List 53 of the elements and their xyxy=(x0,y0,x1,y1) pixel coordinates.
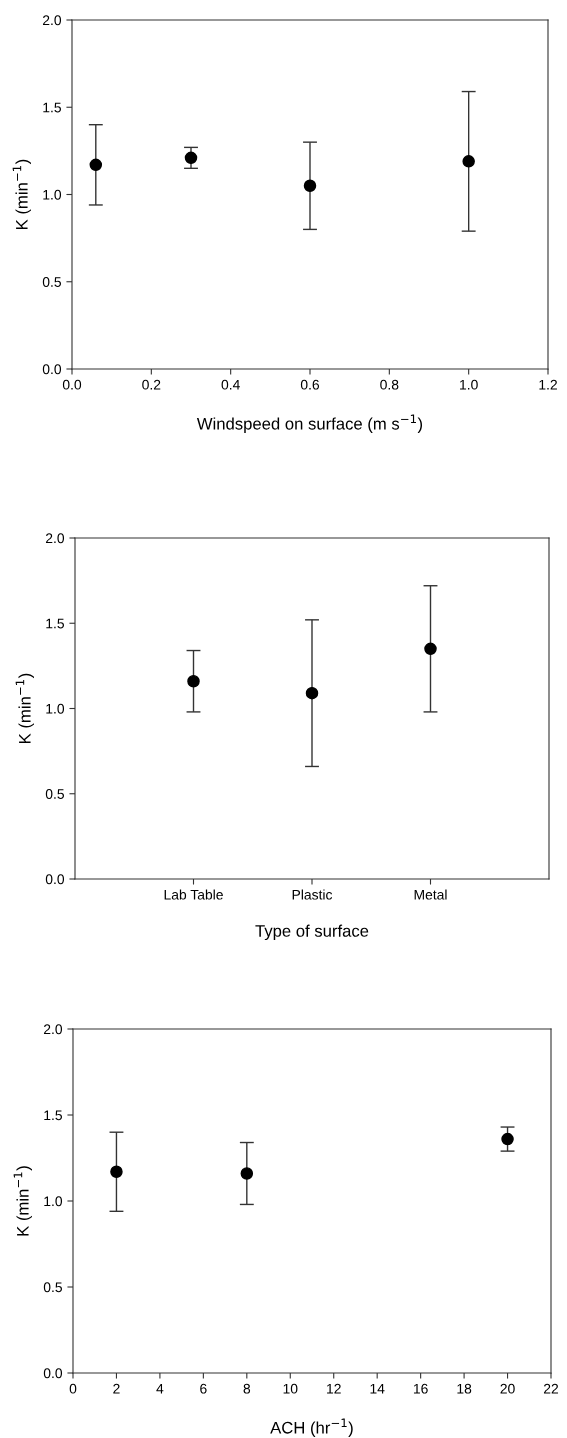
point xyxy=(240,1167,254,1180)
x-tick-label: 18 xyxy=(457,1383,472,1394)
x-tick-label: 0.2 xyxy=(142,379,161,390)
x-tick-label: Plastic xyxy=(292,889,333,900)
x-tick-label: 20 xyxy=(500,1383,515,1394)
point xyxy=(462,155,475,168)
x-tick-label: 4 xyxy=(156,1383,164,1394)
y-tick-label: 2.0 xyxy=(42,15,62,26)
x-tick-label: 0.6 xyxy=(300,379,320,390)
y-tick-label: 1.0 xyxy=(43,189,62,200)
y-tick-label: 0.5 xyxy=(45,789,64,799)
x-tick-label: 6 xyxy=(200,1383,207,1394)
x-tick-label: 12 xyxy=(327,1383,341,1394)
y-tick-label: 1.5 xyxy=(43,102,61,113)
point xyxy=(424,642,437,656)
y-axis-title: K (min$^{−1}$) xyxy=(13,1166,32,1236)
y-tick-label: 0.0 xyxy=(45,874,65,885)
point xyxy=(110,1165,123,1179)
y-tick-label: 0.5 xyxy=(43,1282,62,1293)
point xyxy=(303,179,317,193)
point xyxy=(305,686,319,700)
x-axis-title: Type of surface xyxy=(255,924,369,941)
x-tick-label: 14 xyxy=(370,1383,385,1394)
y-tick-label: 0.0 xyxy=(42,364,62,375)
y-tick-label: 2.0 xyxy=(43,1024,63,1035)
y-tick-label: 2.0 xyxy=(45,533,65,544)
point xyxy=(187,674,200,688)
x-axis-title: ACH (hr$^{−1}$) xyxy=(270,1418,353,1437)
x-tick-label: 10 xyxy=(283,1383,298,1394)
point xyxy=(89,158,103,172)
y-axis-title: K (min$^{−1}$) xyxy=(15,673,34,743)
x-tick-label: 0.0 xyxy=(62,379,82,390)
point xyxy=(184,151,198,165)
x-tick-label: 0.4 xyxy=(221,379,240,390)
y-tick-label: 0.5 xyxy=(42,277,61,287)
x-tick-label: 0.8 xyxy=(380,379,399,390)
y-tick-label: 1.5 xyxy=(44,1110,62,1121)
y-tick-label: 1.5 xyxy=(46,618,64,629)
x-tick-label: 0 xyxy=(69,1383,77,1394)
point xyxy=(501,1132,514,1146)
x-tick-label: Lab Table xyxy=(164,889,223,900)
x-tick-label: 1.0 xyxy=(460,379,478,390)
x-tick-label: 2 xyxy=(113,1383,120,1394)
y-axis-title: K (min$^{−1}$) xyxy=(12,159,31,229)
x-tick-label: Metal xyxy=(414,889,447,900)
x-tick-label: 1.2 xyxy=(539,379,557,390)
x-tick-label: 16 xyxy=(413,1383,428,1394)
x-tick-label: 8 xyxy=(243,1383,251,1394)
y-tick-label: 0.0 xyxy=(43,1368,63,1379)
y-tick-label: 1.0 xyxy=(44,1196,63,1207)
x-axis-title: Windspeed on surface (m s$^{−1}$) xyxy=(196,414,423,433)
x-tick-label: 22 xyxy=(543,1383,559,1394)
y-tick-label: 1.0 xyxy=(46,703,65,714)
